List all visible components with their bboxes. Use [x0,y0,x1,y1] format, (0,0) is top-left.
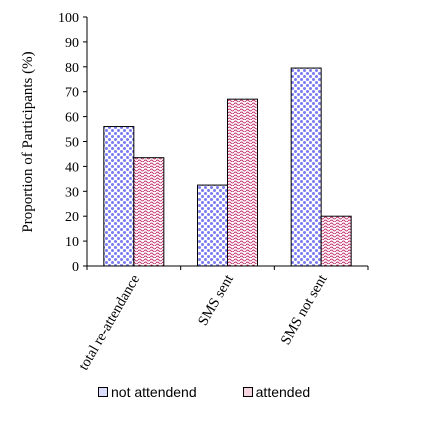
legend-label-not-attended: not attendend [111,384,197,400]
y-tick-label: 90 [65,36,79,51]
legend-item-not-attended: not attendend [98,384,197,400]
y-tick-label: 50 [65,136,79,151]
category-label-2: SMS not sent [278,272,331,348]
y-tick-label: 0 [72,260,79,275]
y-axis-ticks: 0 10 20 30 40 50 60 70 80 90 100 [58,11,87,275]
bar-attended-0 [133,157,165,267]
y-tick-label: 70 [65,86,79,101]
y-tick-label: 80 [65,61,79,76]
category-label-1: SMS sent [195,272,237,329]
bars [103,67,352,267]
y-tick-label: 60 [65,111,79,126]
legend-swatch-dots [98,387,108,397]
y-tick-label: 30 [65,185,79,200]
category-labels: total re-attendance SMS sent SMS not sent [76,272,331,373]
y-axis-title: Proportion of Participants (%) [20,51,36,232]
legend-label-attended: attended [255,384,311,400]
category-label-0: total re-attendance [76,272,144,373]
legend-swatch-waves [242,387,253,397]
bar-not-attended-1 [197,184,228,267]
bar-attended-1 [227,98,258,267]
bar-not-attended-2 [290,67,322,267]
y-tick-label: 100 [58,11,79,26]
y-tick-label: 10 [65,235,79,250]
axes [86,17,369,270]
legend: not attendend attended [98,384,310,400]
bar-attended-2 [320,215,352,267]
bar-not-attended-0 [103,126,135,267]
y-tick-label: 20 [65,210,79,225]
y-tick-label: 40 [65,160,79,175]
legend-item-attended: attended [242,384,311,400]
y-axis-title-group: Proportion of Participants (%) [20,51,36,232]
